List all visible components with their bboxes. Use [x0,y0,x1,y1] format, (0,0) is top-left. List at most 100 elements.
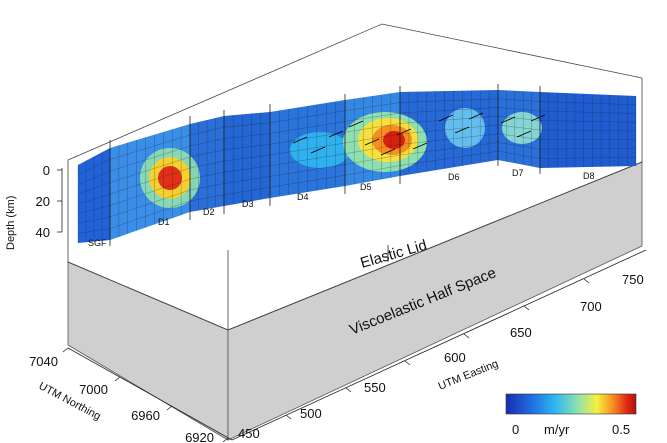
fault-grid-line [109,156,191,183]
fault-grid-line [539,148,637,150]
fault-grid-line [189,160,225,169]
fault-grid-line [189,172,225,180]
slip-vector [438,114,454,122]
northing-tick-6960: 6960 [131,408,160,423]
fault-grid-line [77,159,111,175]
fault-grid-line [109,145,191,172]
fault-grid-line [269,153,346,166]
fault-grid-line [497,107,541,112]
fault-grid-line [269,175,346,188]
fault-grid-line [269,132,346,145]
slip-vector [454,126,470,134]
easting-axis [231,249,647,441]
colorbar [505,393,637,415]
fault-grid-line [399,133,499,145]
easting-tick-450: 450 [238,426,260,441]
fault-grid-line [344,133,401,144]
depth-tick-0: 0 [43,163,50,178]
depth-tick-20: 20 [36,194,50,209]
slip-vector [364,138,380,146]
fault-grid-line [223,133,271,139]
slip-vector [468,112,484,120]
northing-axis [62,347,233,443]
fault-grid-line [189,194,225,202]
segment-label-d4: D4 [297,192,309,202]
northing-tick-6920: 6920 [185,430,214,443]
slip-vector [500,116,516,124]
segment-label-d5: D5 [360,182,372,192]
slip-vector [396,128,412,136]
fault-grid-line [189,138,225,147]
segment-label-d2: D2 [203,207,215,217]
slip-vector [292,136,308,144]
slip-vector [328,130,344,138]
fault-grid-line [497,124,541,131]
slip-patch-d1-core [158,166,182,190]
fault-grid-line [539,101,637,105]
depth-axis-title: Depth (km) [5,196,17,250]
fault-grid-line [223,122,271,128]
segment-label-d3: D3 [242,199,254,209]
easting-tick-500: 500 [300,406,322,421]
fault-grid-line [344,144,401,154]
slip-vectors [292,112,546,156]
slip-vector [516,130,532,138]
segment-label-d8: D8 [583,171,595,181]
fault-grid-line [344,154,401,165]
fault-grid-line [223,154,271,162]
fault-grid-line [344,165,401,176]
colorbar-unit-label: m/yr [544,422,570,437]
fault-grid-line [109,178,191,206]
fault-grid-line [223,176,271,184]
fault-grid-line [497,98,541,102]
fault-grid-line [497,151,541,159]
segment-label-sgf: SGF [88,238,107,248]
slip-vector [412,142,428,150]
northing-tick-7040: 7040 [29,354,58,369]
depth-axis: 0 20 40 Depth (km) [5,163,63,250]
slip-vector [348,120,364,128]
fault-grid-line [399,151,499,166]
easting-tick-550: 550 [364,380,386,395]
fault-grid-line [399,98,499,103]
slip-patch-d4-outer [290,132,350,168]
fault-grid-line [399,107,499,114]
fault-grid-line [344,123,401,133]
fault-grid-line [77,182,111,195]
fault-grid-line [77,205,111,214]
segment-boundaries [109,84,541,262]
fault-grid-line [189,127,225,136]
easting-tick-700: 700 [580,299,602,314]
colorbar-min-label: 0 [512,422,519,437]
colorbar-max-label: 0.5 [612,422,630,437]
fault-grid-line [77,193,111,205]
fault-grid-line [269,142,346,156]
fault-panel-d3 [224,112,270,206]
slip-vector [380,148,396,156]
lid-bottom-edge [67,161,643,331]
fault-grid-line [109,189,191,218]
slip-vector [530,114,546,122]
fault-grid-line [539,110,637,114]
fault-grid-line [539,157,637,159]
segment-label-d6: D6 [448,172,460,182]
segment-label-d1: D1 [158,217,170,227]
fault-grid-line [189,183,225,191]
fault-grid-line [223,187,271,195]
fault-grid-line [223,144,271,150]
fault-grid-line [109,200,191,229]
fault-grid-line [344,112,401,122]
fault-grid-line [189,149,225,158]
fault-grid-line [539,120,637,123]
depth-tick-40: 40 [36,225,50,240]
northing-tick-7000: 7000 [79,382,108,397]
fault-grid-line [77,216,111,224]
slip-vector [310,146,326,154]
fault-grid-line [497,142,541,150]
fault-surface [77,90,637,243]
fault-grid-line [269,121,346,134]
easting-tick-650: 650 [510,325,532,340]
fault-grid-line [109,167,191,195]
